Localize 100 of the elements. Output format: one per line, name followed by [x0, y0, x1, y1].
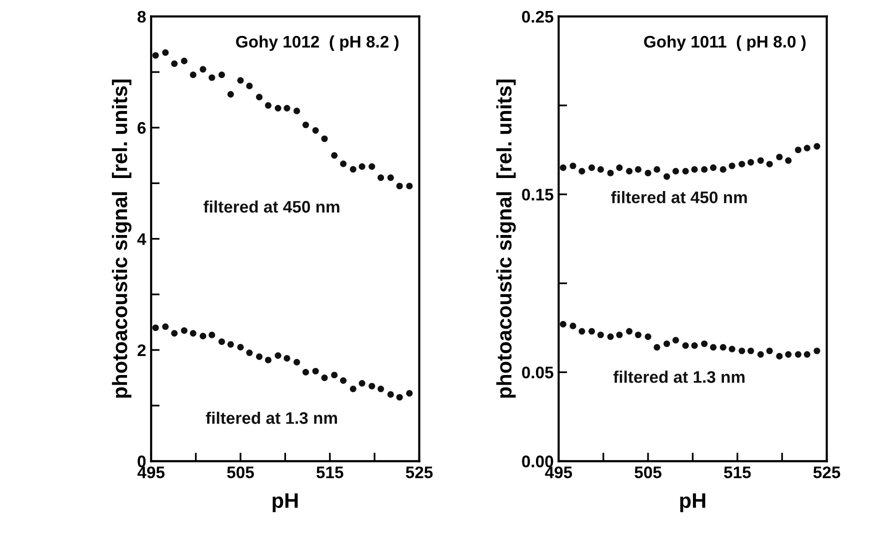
point [616, 332, 623, 338]
point [358, 380, 366, 387]
point [227, 341, 234, 348]
y-tick-label: 0.25 [522, 10, 554, 23]
y-tick-label: 4 [137, 233, 146, 245]
point [644, 333, 652, 340]
point [814, 348, 820, 354]
point [757, 157, 764, 164]
point [757, 351, 764, 358]
point [720, 344, 726, 351]
point [728, 346, 736, 352]
point [208, 74, 216, 81]
annotation: Gohy 1011 ( pH 8.0 ) [644, 35, 806, 51]
point [634, 166, 642, 173]
x-tick-label: 525 [813, 466, 840, 478]
point [720, 166, 726, 173]
point [804, 144, 810, 152]
point [256, 353, 263, 360]
y-tick-label: 0 [138, 456, 146, 468]
x-tick-label: 515 [724, 466, 751, 478]
x-tick-label: 495 [137, 466, 165, 478]
point [691, 342, 698, 349]
point [302, 122, 310, 128]
point [284, 355, 290, 362]
y-tick-label: 2 [138, 344, 146, 356]
point [701, 340, 708, 348]
point [785, 157, 792, 164]
x-tick-label: 525 [406, 466, 433, 478]
point [340, 377, 347, 384]
point [570, 322, 576, 330]
point [227, 90, 234, 98]
point [664, 340, 670, 348]
point [294, 358, 300, 366]
x-tick-label: 515 [316, 466, 344, 478]
point [321, 135, 328, 142]
point [274, 104, 282, 112]
y-tick-label: 0.00 [522, 456, 554, 468]
point [152, 52, 159, 59]
point [672, 168, 680, 175]
point [264, 102, 272, 109]
point [246, 82, 253, 90]
point [710, 344, 717, 351]
point [218, 338, 226, 345]
point [794, 146, 802, 154]
x-axis-title: pH [272, 493, 298, 512]
point [312, 368, 319, 374]
point [368, 163, 376, 170]
point [588, 164, 596, 171]
point [200, 332, 206, 340]
point [312, 127, 319, 134]
point [171, 60, 178, 68]
point [368, 382, 376, 390]
point [701, 166, 708, 173]
point [672, 336, 680, 344]
point [331, 372, 338, 378]
point [171, 330, 178, 337]
point [302, 368, 310, 376]
point [200, 66, 206, 73]
point [794, 351, 802, 358]
point [570, 162, 576, 170]
point [387, 174, 394, 181]
point [560, 164, 566, 171]
point [190, 72, 196, 78]
point [682, 342, 689, 349]
point [682, 168, 689, 175]
point [578, 328, 586, 335]
point [776, 154, 783, 160]
point [748, 159, 754, 166]
point [710, 164, 717, 171]
point [578, 168, 586, 175]
point [748, 348, 754, 354]
point [350, 166, 356, 173]
point [654, 166, 660, 173]
point [162, 49, 169, 56]
point [387, 391, 394, 398]
point [396, 182, 403, 190]
x-tick-label: 505 [227, 466, 254, 478]
point [294, 108, 300, 114]
point [626, 168, 633, 175]
point [190, 330, 196, 337]
series-label: filtered at 1.3 nm [206, 412, 337, 424]
series-label: filtered at 450 nm [204, 200, 340, 213]
point [378, 386, 384, 392]
point [607, 333, 614, 340]
series-label: filtered at 450 nm [611, 191, 747, 204]
point [358, 163, 366, 170]
point [691, 166, 698, 173]
point [626, 328, 633, 335]
y-axis-title: photoacoustic signal [rel. units] [112, 80, 132, 398]
point [776, 352, 783, 360]
point [766, 160, 773, 168]
point [728, 162, 736, 170]
point [597, 166, 604, 173]
x-tick-label: 505 [634, 466, 662, 478]
point [284, 104, 290, 112]
point [406, 390, 413, 397]
point [396, 394, 403, 401]
x-axis-title: pH [680, 493, 706, 512]
point [588, 328, 596, 335]
y-tick-label: 0.15 [522, 188, 554, 201]
